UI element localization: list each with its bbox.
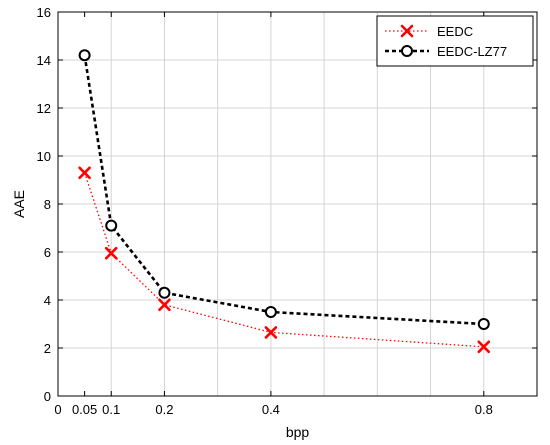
series-eedc [78,166,491,354]
x-tick-label: 0.4 [262,402,280,417]
data-point [477,318,490,330]
data-point [105,219,118,232]
series-layer [78,49,491,354]
series-eedc-lz77 [78,49,490,330]
y-tick-label: 6 [44,245,51,260]
series-line [83,54,484,326]
y-tick-label: 10 [37,149,51,164]
data-point [264,326,278,339]
data-point [104,246,118,260]
data-point [78,49,91,62]
tick-layer: 0 2 4 6 8 10 12 14 16 0 0.05 0.1 0.2 0.4 0.8 [37,5,537,417]
y-tick-label: 0 [44,389,51,404]
legend-items: EEDC EEDC-LZ77 [385,24,507,59]
legend-label: EEDC-LZ77 [437,44,507,59]
data-point [264,306,277,318]
x-tick-label: 0.1 [102,402,120,417]
grid [58,11,537,397]
y-axis-label: AAE [11,190,27,218]
y-tick-label: 8 [44,197,51,212]
data-point [78,166,91,180]
y-tick-label: 14 [37,53,51,68]
data-point [158,298,171,312]
y-tick-label: 4 [44,293,51,308]
x-tick-label: 0.8 [475,402,493,417]
legend-box [376,15,534,67]
legend-item: EEDC-LZ77 [385,44,507,59]
y-tick-label: 12 [37,101,51,116]
legend-item: EEDC [385,24,473,39]
x-tick-label: 0 [54,402,61,417]
legend-marker [400,24,414,38]
y-tick-label: 2 [44,341,51,356]
y-tick-label: 16 [37,5,51,20]
legend-marker [401,45,413,57]
data-point [158,286,171,299]
legend-label: EEDC [437,24,473,39]
x-tick-label: 0.2 [155,402,173,417]
x-axis-label: bpp [286,424,310,440]
series-line [83,172,484,348]
legend: EEDC EEDC-LZ77 [376,15,534,67]
x-tick-label: 0.05 [72,402,97,417]
data-point [477,340,491,354]
